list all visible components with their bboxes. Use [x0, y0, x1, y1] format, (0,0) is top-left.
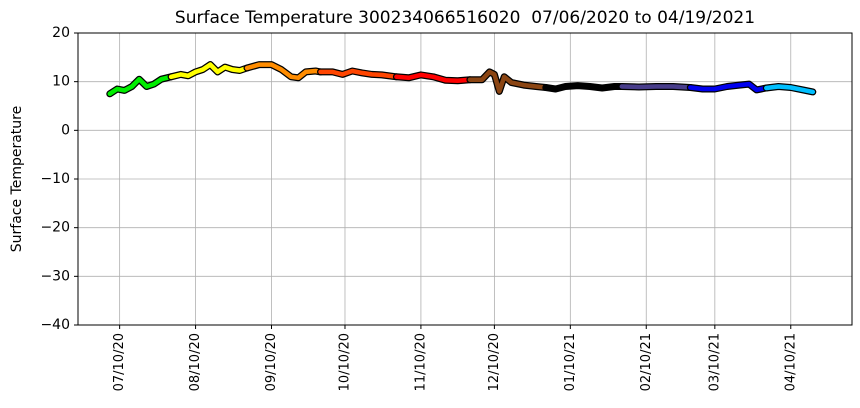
x-tick-label: 09/10/20 — [264, 333, 279, 391]
x-tick-label: 02/10/21 — [639, 333, 654, 391]
x-tick-label: 10/10/20 — [337, 333, 352, 391]
series-line — [318, 68, 399, 80]
axes-frame — [77, 32, 853, 326]
x-tick-label: 01/10/21 — [563, 333, 578, 391]
series-line — [543, 83, 625, 92]
y-tick-label: 20 — [52, 25, 70, 41]
plot-area: −40 −30 −20 −10 0 10 20 07/10/20 08/10/20 09/10/2… — [40, 25, 852, 391]
series-line — [244, 62, 323, 81]
x-tick-label: 12/10/20 — [487, 333, 502, 391]
y-tick-label: 0 — [61, 122, 70, 138]
x-tick-label: 11/10/20 — [413, 333, 428, 391]
y-axis-label: Surface Temperature — [9, 106, 25, 252]
y-tick-label: −40 — [40, 317, 70, 333]
y-tick-label: −30 — [40, 268, 70, 284]
series-line — [394, 72, 473, 83]
y-tick-label: −20 — [40, 220, 70, 236]
series-line — [467, 69, 549, 94]
x-tick-label: 07/10/20 — [112, 333, 127, 391]
series-line — [168, 62, 250, 80]
series-line — [688, 81, 769, 93]
chart-title: Surface Temperature 300234066516020 07/0… — [175, 8, 755, 28]
x-tick-label: 08/10/20 — [188, 333, 203, 391]
series-line — [764, 84, 816, 95]
y-tick-label: −10 — [40, 171, 70, 187]
series-line — [107, 74, 174, 97]
y-tick-label: 10 — [52, 74, 70, 90]
series-line — [619, 84, 693, 90]
x-tick-label: 03/10/21 — [707, 333, 722, 391]
x-tick-label: 04/10/21 — [783, 333, 798, 391]
